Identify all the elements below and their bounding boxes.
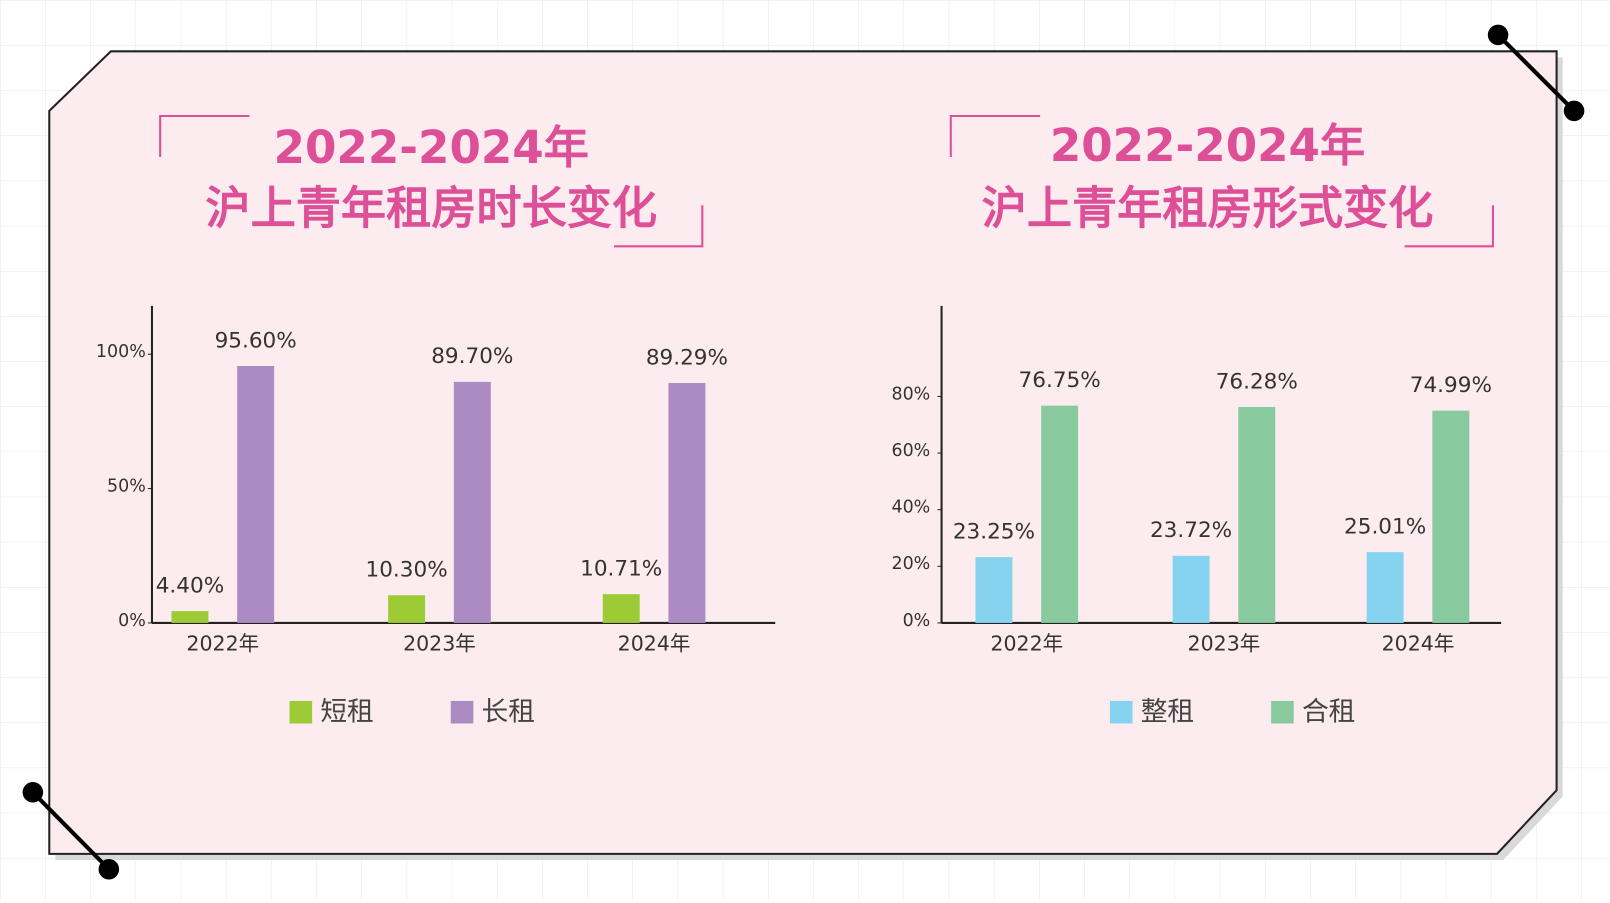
bar [1041, 405, 1079, 623]
value-label: 23.72% [1150, 518, 1232, 543]
value-label: 76.28% [1216, 369, 1298, 394]
value-label: 89.70% [431, 344, 513, 369]
x-tick-label: 2022年 [990, 631, 1063, 655]
legend-swatch [289, 700, 313, 724]
legend-label: 合租 [1302, 697, 1355, 728]
legend-label: 短租 [320, 697, 373, 728]
bar [237, 366, 275, 623]
value-label: 89.29% [646, 345, 728, 370]
legend-swatch [1109, 700, 1133, 724]
x-tick-label: 2023年 [1188, 631, 1261, 655]
x-tick-label: 2023年 [403, 631, 476, 655]
value-label: 74.99% [1410, 373, 1492, 398]
x-tick-label: 2022年 [186, 631, 259, 655]
bar [668, 382, 706, 623]
value-label: 23.25% [953, 519, 1035, 544]
bar [1172, 555, 1210, 623]
y-tick-label: 40% [891, 498, 930, 518]
y-tick-label: 80% [891, 384, 930, 404]
value-label: 4.40% [156, 573, 224, 598]
x-tick-label: 2024年 [1382, 631, 1455, 655]
x-tick-label: 2024年 [618, 631, 691, 655]
value-label: 95.60% [215, 328, 297, 353]
y-tick-label: 100% [96, 342, 146, 362]
value-label: 25.01% [1344, 514, 1426, 539]
bar [602, 594, 640, 623]
chart-subtitle: 沪上青年租房形式变化 [982, 181, 1434, 234]
legend-swatch [1271, 700, 1294, 724]
title-brackets [159, 114, 1494, 248]
legend-label: 整租 [1141, 697, 1194, 728]
panel [48, 50, 1558, 855]
bar [1366, 552, 1404, 623]
chart-subtitle: 沪上青年租房时长变化 [205, 181, 657, 234]
y-tick-label: 20% [891, 554, 930, 574]
bar [1238, 406, 1276, 623]
decoration [31, 33, 1576, 871]
bar [975, 557, 1013, 623]
bar [1432, 410, 1470, 623]
legend-label: 长租 [482, 697, 535, 728]
legend-swatch [450, 700, 474, 724]
value-label: 10.30% [366, 558, 448, 583]
y-tick-label: 0% [118, 611, 146, 631]
y-tick-label: 0% [903, 611, 931, 631]
value-label: 76.75% [1019, 368, 1101, 393]
value-label: 10.71% [580, 557, 662, 582]
chart-title: 2022-2024年 [1050, 119, 1365, 172]
bar [453, 381, 491, 623]
chart-title: 2022-2024年 [274, 121, 589, 174]
y-tick-label: 60% [891, 441, 930, 461]
bar [388, 595, 426, 623]
decoration-dots [22, 24, 1585, 880]
bar [171, 611, 209, 623]
y-tick-label: 50% [107, 477, 146, 497]
